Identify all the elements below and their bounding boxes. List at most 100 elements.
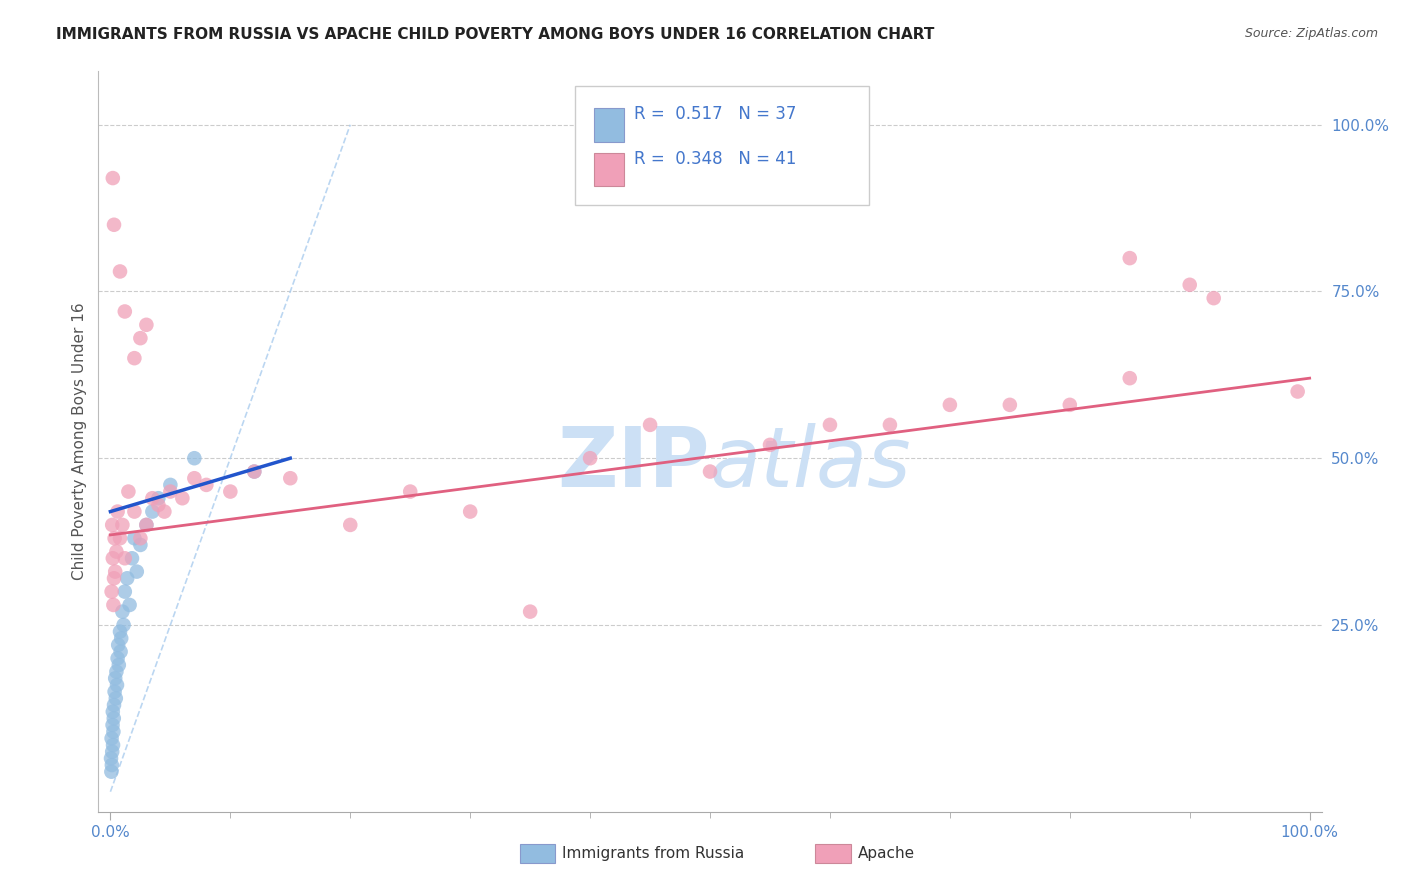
Point [110, 632, 132, 646]
Point [172, 491, 194, 506]
Point [135, 517, 157, 532]
Point [108, 531, 131, 545]
Point [135, 517, 157, 532]
Point [104, 691, 127, 706]
Point [101, 758, 124, 772]
Point [114, 551, 136, 566]
Point [101, 171, 124, 186]
Point [108, 624, 131, 639]
Point [1059, 398, 1081, 412]
Point [124, 505, 146, 519]
Point [1202, 291, 1225, 305]
Point [339, 517, 361, 532]
Point [125, 565, 148, 579]
Point [124, 351, 146, 366]
Point [759, 438, 782, 452]
Text: R =  0.348   N = 41: R = 0.348 N = 41 [634, 150, 797, 168]
Point [114, 584, 136, 599]
Point [101, 738, 124, 752]
Point [104, 671, 127, 685]
Point [148, 498, 170, 512]
Bar [593, 109, 624, 142]
Point [105, 678, 128, 692]
Point [105, 665, 128, 679]
Point [100, 731, 122, 746]
Point [135, 318, 157, 332]
Point [699, 465, 721, 479]
Point [111, 605, 134, 619]
Point [818, 417, 841, 432]
Point [278, 471, 301, 485]
Point [103, 218, 125, 232]
Point [458, 505, 481, 519]
Point [219, 484, 242, 499]
Point [117, 484, 139, 499]
Point [108, 657, 129, 672]
Point [519, 605, 541, 619]
Point [159, 478, 181, 492]
Point [579, 451, 602, 466]
Point [114, 304, 136, 318]
Point [101, 705, 124, 719]
Text: Immigrants from Russia: Immigrants from Russia [562, 847, 745, 861]
Point [100, 764, 122, 779]
Point [153, 505, 176, 519]
Point [124, 531, 146, 545]
Point [112, 618, 135, 632]
Text: ZIP: ZIP [558, 423, 710, 504]
Y-axis label: Child Poverty Among Boys Under 16: Child Poverty Among Boys Under 16 [72, 302, 87, 581]
Point [129, 538, 152, 552]
Point [638, 417, 661, 432]
Point [195, 478, 218, 492]
Text: Source: ZipAtlas.com: Source: ZipAtlas.com [1244, 27, 1378, 40]
Point [115, 571, 138, 585]
Point [129, 531, 152, 545]
Text: atlas: atlas [710, 423, 911, 504]
Point [141, 505, 163, 519]
Point [103, 571, 125, 585]
Point [101, 718, 124, 732]
Point [103, 698, 125, 712]
Point [104, 565, 127, 579]
Point [104, 684, 127, 698]
Point [998, 398, 1021, 412]
Text: Apache: Apache [858, 847, 915, 861]
Point [107, 638, 129, 652]
Point [159, 484, 181, 499]
Point [148, 491, 170, 506]
Point [101, 551, 124, 566]
Point [101, 745, 124, 759]
Point [121, 551, 143, 566]
Point [104, 531, 127, 545]
Point [103, 598, 125, 612]
Point [1178, 277, 1201, 292]
Point [1119, 251, 1142, 265]
Point [183, 471, 205, 485]
Point [100, 584, 122, 599]
Point [243, 465, 266, 479]
Point [105, 544, 128, 558]
Point [100, 751, 122, 765]
Point [118, 598, 141, 612]
FancyBboxPatch shape [575, 87, 869, 204]
Point [107, 651, 129, 665]
Point [1286, 384, 1309, 399]
Text: IMMIGRANTS FROM RUSSIA VS APACHE CHILD POVERTY AMONG BOYS UNDER 16 CORRELATION C: IMMIGRANTS FROM RUSSIA VS APACHE CHILD P… [56, 27, 935, 42]
Bar [593, 153, 624, 186]
Point [939, 398, 962, 412]
Point [101, 517, 124, 532]
Point [399, 484, 422, 499]
Text: R =  0.517   N = 37: R = 0.517 N = 37 [634, 105, 797, 123]
Point [243, 465, 266, 479]
Point [141, 491, 163, 506]
Point [103, 724, 125, 739]
Point [879, 417, 901, 432]
Point [111, 517, 134, 532]
Point [129, 331, 152, 345]
Point [110, 645, 132, 659]
Point [108, 264, 131, 278]
Point [107, 505, 129, 519]
Point [183, 451, 205, 466]
Point [103, 711, 125, 725]
Point [1119, 371, 1142, 385]
